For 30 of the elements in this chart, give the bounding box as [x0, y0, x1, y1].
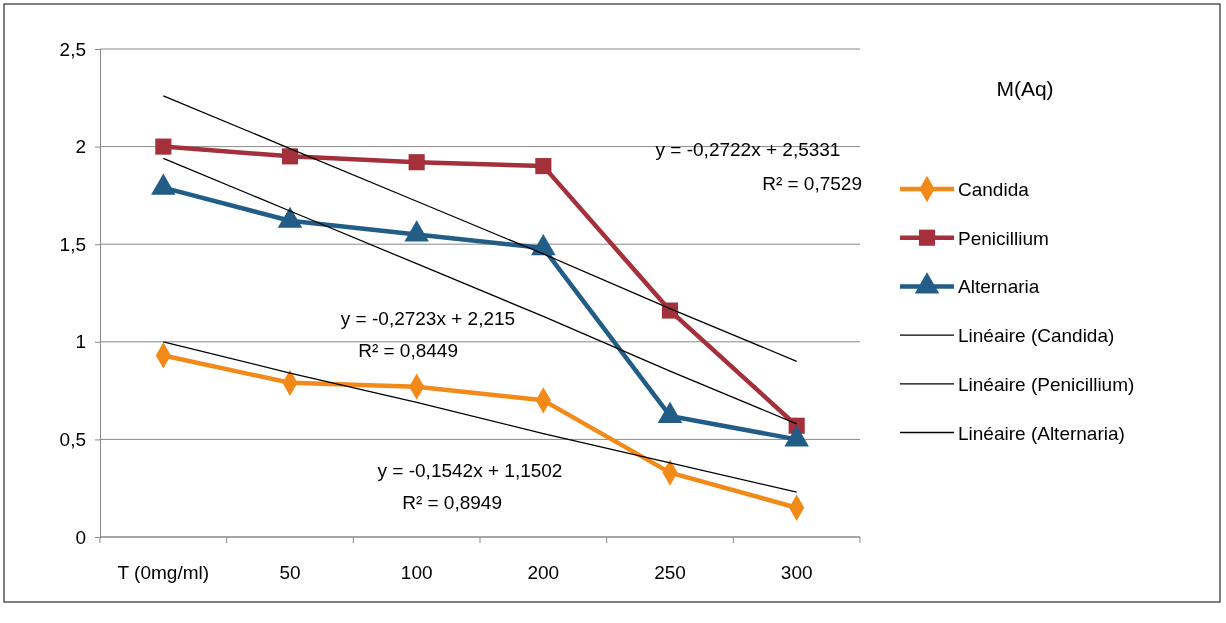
y-tick-label: 2 — [75, 136, 86, 158]
legend-label: Candida — [958, 179, 1030, 200]
legend-label: Penicillium — [958, 227, 1049, 249]
legend-label: Linéaire (Penicillium) — [958, 373, 1135, 395]
point — [661, 302, 679, 319]
annotation: R² = 0,8949 — [402, 492, 502, 513]
annotation: y = -0,1542x + 1,1502 — [377, 460, 563, 481]
y-tick-label: 1 — [75, 331, 86, 353]
x-tick-label: 300 — [780, 562, 813, 583]
annotation: R² = 0,8449 — [358, 340, 458, 361]
annotation: y = -0,2723x + 2,215 — [340, 308, 516, 329]
x-tick-label: 50 — [279, 562, 301, 583]
point — [155, 138, 172, 155]
point — [408, 154, 425, 171]
x-tick-label: 250 — [654, 562, 686, 583]
annotation: y = -0,2722x + 2,5331 — [655, 139, 841, 160]
legend-label: Alternaria — [958, 276, 1040, 298]
x-tick-label: 200 — [527, 562, 560, 583]
text: M(Aq) — [996, 77, 1054, 100]
x-tick-label: 100 — [400, 562, 433, 583]
y-tick-label: 2,5 — [59, 38, 86, 60]
legend-label: Linéaire (Alternaria) — [958, 422, 1125, 444]
point — [281, 148, 299, 165]
point — [535, 158, 552, 175]
y-tick-label: 0 — [75, 526, 86, 548]
legend-label: Linéaire (Candida) — [958, 325, 1115, 347]
annotation: R² = 0,7529 — [762, 173, 862, 194]
y-tick-label: 0,5 — [59, 428, 86, 450]
y-tick-label: 1,5 — [59, 233, 86, 255]
x-tick-label: T (0mg/ml) — [117, 562, 210, 583]
